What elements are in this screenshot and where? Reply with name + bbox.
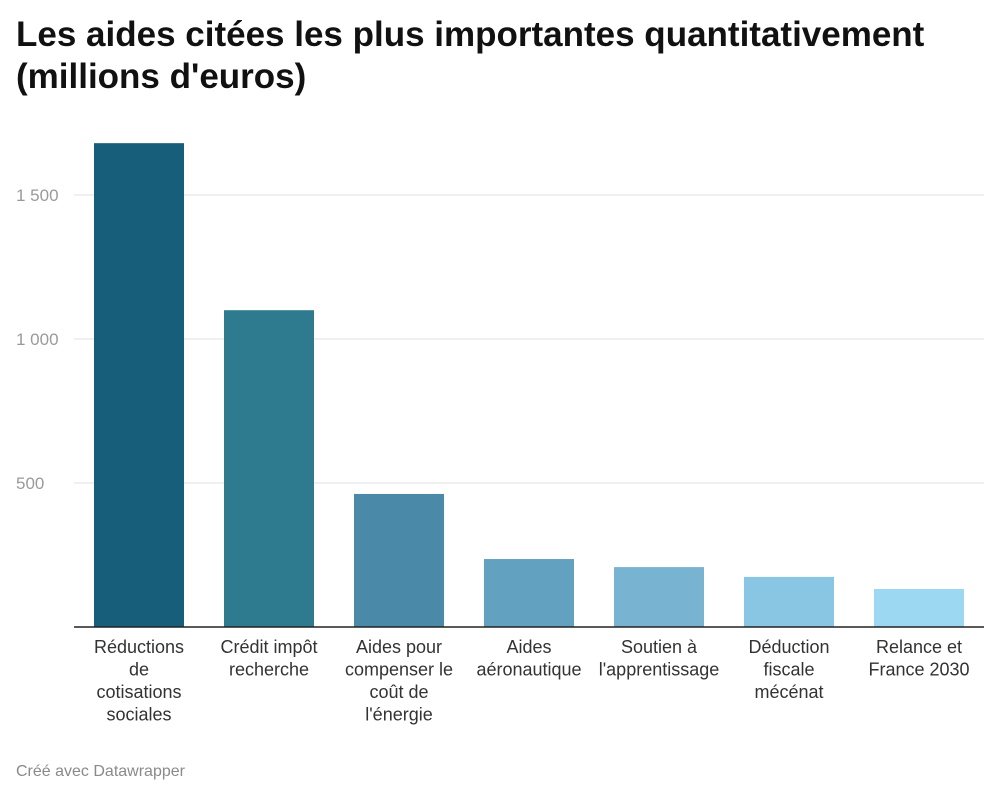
- category-labels: Réductions de cotisations sociales Crédit im…: [94, 637, 970, 725]
- y-tick-label: 1 500: [16, 186, 59, 205]
- x-category-label: Réductions de cotisations sociales: [94, 637, 184, 725]
- x-category-label: Aides pour compenser le coût de l'énergie: [345, 637, 453, 725]
- bars: [94, 143, 964, 627]
- bar[interactable]: [614, 567, 704, 627]
- bar[interactable]: [94, 143, 184, 627]
- x-category-label: Soutien à l'apprentissage: [599, 637, 720, 680]
- bar[interactable]: [484, 559, 574, 627]
- x-category-label: Déduction fiscale mécénat: [748, 637, 829, 702]
- y-tick-label: 500: [16, 474, 44, 493]
- bar[interactable]: [354, 493, 444, 627]
- y-tick-label: 1 000: [16, 330, 59, 349]
- chart-title: Les aides citées les plus importantes qu…: [16, 15, 925, 96]
- datawrapper-credit: Créé avec Datawrapper: [16, 763, 185, 780]
- bar[interactable]: [744, 576, 834, 627]
- bar[interactable]: [224, 310, 314, 627]
- x-category-label: Crédit impôt recherche: [220, 637, 317, 680]
- x-category-label: Aides aéronautique: [476, 637, 581, 680]
- bar[interactable]: [874, 588, 964, 627]
- x-category-label: Relance et France 2030: [868, 637, 969, 680]
